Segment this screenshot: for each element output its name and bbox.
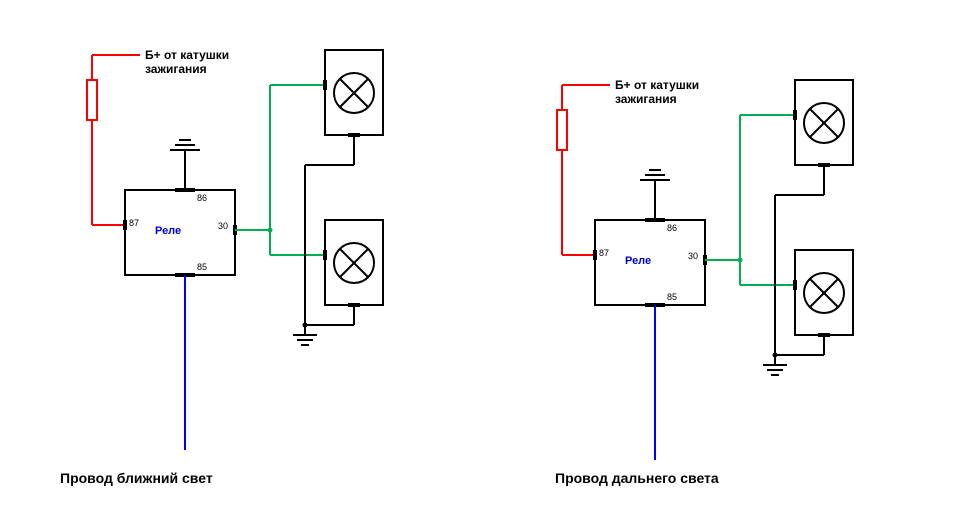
relay-label-left: Реле bbox=[155, 225, 181, 237]
circuit-left: Б+ от катушки зажигания 86 87 30 85 Реле bbox=[70, 30, 400, 490]
pin-87-right: 87 bbox=[599, 248, 609, 258]
source-label-left: Б+ от катушки зажигания bbox=[145, 48, 229, 77]
pin-86-left: 86 bbox=[197, 193, 207, 203]
circuit-right-svg bbox=[540, 60, 870, 480]
pin-30-right: 30 bbox=[688, 251, 698, 261]
caption-left: Провод ближний свет bbox=[60, 470, 213, 486]
pin-85-left: 85 bbox=[197, 262, 207, 272]
relay-label-right: Реле bbox=[625, 255, 651, 267]
caption-right: Провод дальнего света bbox=[555, 470, 719, 486]
circuit-left-svg bbox=[70, 30, 400, 490]
pin-87-left: 87 bbox=[129, 218, 139, 228]
pin-30-left: 30 bbox=[218, 221, 228, 231]
pin-86-right: 86 bbox=[667, 223, 677, 233]
source-label-right: Б+ от катушки зажигания bbox=[615, 78, 699, 107]
pin-85-right: 85 bbox=[667, 292, 677, 302]
circuit-right: Б+ от катушки зажигания 86 87 30 85 Реле bbox=[540, 60, 870, 480]
